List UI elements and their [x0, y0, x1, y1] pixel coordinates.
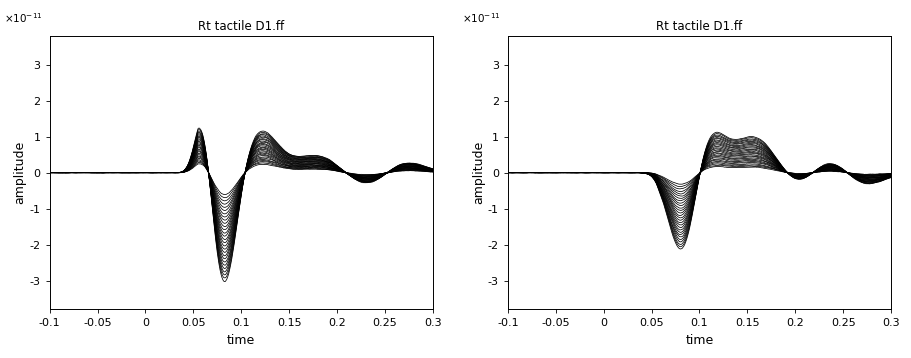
Y-axis label: amplitude: amplitude	[472, 141, 485, 204]
X-axis label: time: time	[685, 334, 713, 347]
Title: Rt tactile D1.ff: Rt tactile D1.ff	[199, 20, 284, 33]
Text: $\times 10^{-11}$: $\times 10^{-11}$	[4, 11, 42, 25]
Y-axis label: amplitude: amplitude	[14, 141, 26, 204]
X-axis label: time: time	[227, 334, 255, 347]
Title: Rt tactile D1.ff: Rt tactile D1.ff	[657, 20, 742, 33]
Text: $\times 10^{-11}$: $\times 10^{-11}$	[462, 11, 501, 25]
